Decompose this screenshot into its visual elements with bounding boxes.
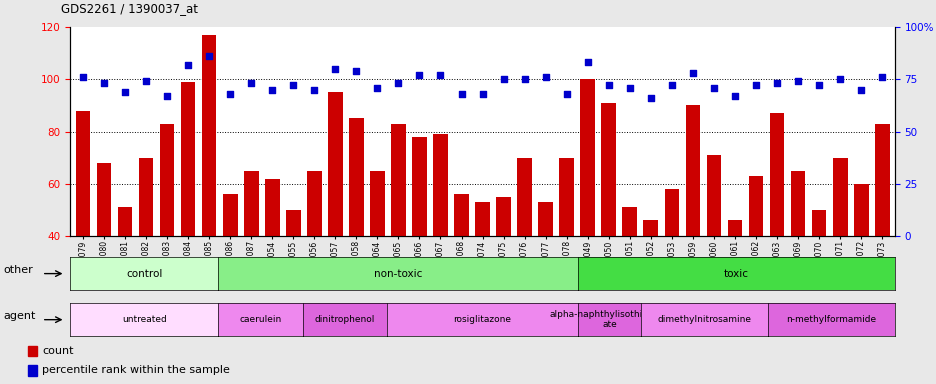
Text: GDS2261 / 1390037_at: GDS2261 / 1390037_at xyxy=(61,2,197,15)
Text: dimethylnitrosamine: dimethylnitrosamine xyxy=(657,315,751,324)
Bar xyxy=(76,111,90,236)
Point xyxy=(265,87,280,93)
Bar xyxy=(748,176,763,236)
Point xyxy=(811,83,826,89)
Point xyxy=(475,91,490,97)
Bar xyxy=(181,82,196,236)
Point xyxy=(874,74,889,80)
Point xyxy=(622,84,636,91)
Point xyxy=(684,70,699,76)
Text: dinitrophenol: dinitrophenol xyxy=(314,315,375,324)
Bar xyxy=(537,202,552,236)
Text: untreated: untreated xyxy=(122,315,167,324)
Text: n-methylformamide: n-methylformamide xyxy=(785,315,875,324)
Point xyxy=(306,87,321,93)
Bar xyxy=(28,346,37,356)
Bar xyxy=(874,124,888,236)
Bar xyxy=(559,158,574,236)
Bar xyxy=(622,207,636,236)
Point xyxy=(664,83,679,89)
Point xyxy=(495,76,510,82)
Point xyxy=(748,83,763,89)
Text: count: count xyxy=(42,346,74,356)
Point xyxy=(370,84,385,91)
Bar xyxy=(370,171,385,236)
Bar xyxy=(768,113,783,236)
Bar xyxy=(496,197,510,236)
Point xyxy=(75,74,90,80)
Point xyxy=(559,91,574,97)
Text: agent: agent xyxy=(4,311,36,321)
Bar xyxy=(307,171,321,236)
Bar xyxy=(811,210,826,236)
Bar xyxy=(96,163,111,236)
Bar xyxy=(517,158,532,236)
Bar xyxy=(118,207,132,236)
Bar xyxy=(285,210,300,236)
Bar xyxy=(727,220,741,236)
Bar xyxy=(28,365,37,376)
Point xyxy=(853,87,868,93)
Bar xyxy=(790,171,805,236)
Bar xyxy=(328,92,343,236)
Point xyxy=(601,83,616,89)
Point xyxy=(768,80,783,86)
Point xyxy=(117,89,132,95)
Bar xyxy=(643,220,657,236)
Bar xyxy=(139,158,154,236)
Point xyxy=(139,78,154,84)
Point xyxy=(790,78,805,84)
Bar xyxy=(390,124,405,236)
Point xyxy=(390,80,405,86)
Text: caerulein: caerulein xyxy=(240,315,282,324)
Text: toxic: toxic xyxy=(723,268,748,279)
Bar xyxy=(432,134,447,236)
Point xyxy=(454,91,469,97)
Bar xyxy=(664,189,679,236)
Bar xyxy=(706,155,721,236)
Point xyxy=(832,76,847,82)
Point xyxy=(181,61,196,68)
Bar xyxy=(159,124,174,236)
Point xyxy=(96,80,111,86)
Bar xyxy=(454,194,468,236)
Text: rosiglitazone: rosiglitazone xyxy=(453,315,511,324)
Point xyxy=(706,84,721,91)
Bar xyxy=(601,103,616,236)
Point xyxy=(579,60,594,66)
Text: control: control xyxy=(126,268,162,279)
Bar xyxy=(348,118,363,236)
Text: percentile rank within the sample: percentile rank within the sample xyxy=(42,365,230,375)
Point xyxy=(243,80,258,86)
Point xyxy=(643,95,658,101)
Point xyxy=(537,74,552,80)
Point xyxy=(201,53,216,59)
Bar xyxy=(265,179,279,236)
Point xyxy=(348,68,363,74)
Text: other: other xyxy=(4,265,33,275)
Bar xyxy=(412,137,427,236)
Point xyxy=(328,66,343,72)
Point xyxy=(517,76,532,82)
Text: alpha-naphthylisothiocyan
ate: alpha-naphthylisothiocyan ate xyxy=(548,310,669,329)
Bar xyxy=(853,184,868,236)
Point xyxy=(223,91,238,97)
Bar xyxy=(201,35,216,236)
Text: non-toxic: non-toxic xyxy=(373,268,422,279)
Point xyxy=(285,83,300,89)
Bar xyxy=(475,202,490,236)
Point xyxy=(726,93,741,99)
Bar xyxy=(223,194,237,236)
Point xyxy=(432,72,447,78)
Bar xyxy=(685,105,699,236)
Bar xyxy=(243,171,258,236)
Bar xyxy=(579,79,594,236)
Point xyxy=(159,93,174,99)
Point xyxy=(412,72,427,78)
Bar xyxy=(832,158,846,236)
